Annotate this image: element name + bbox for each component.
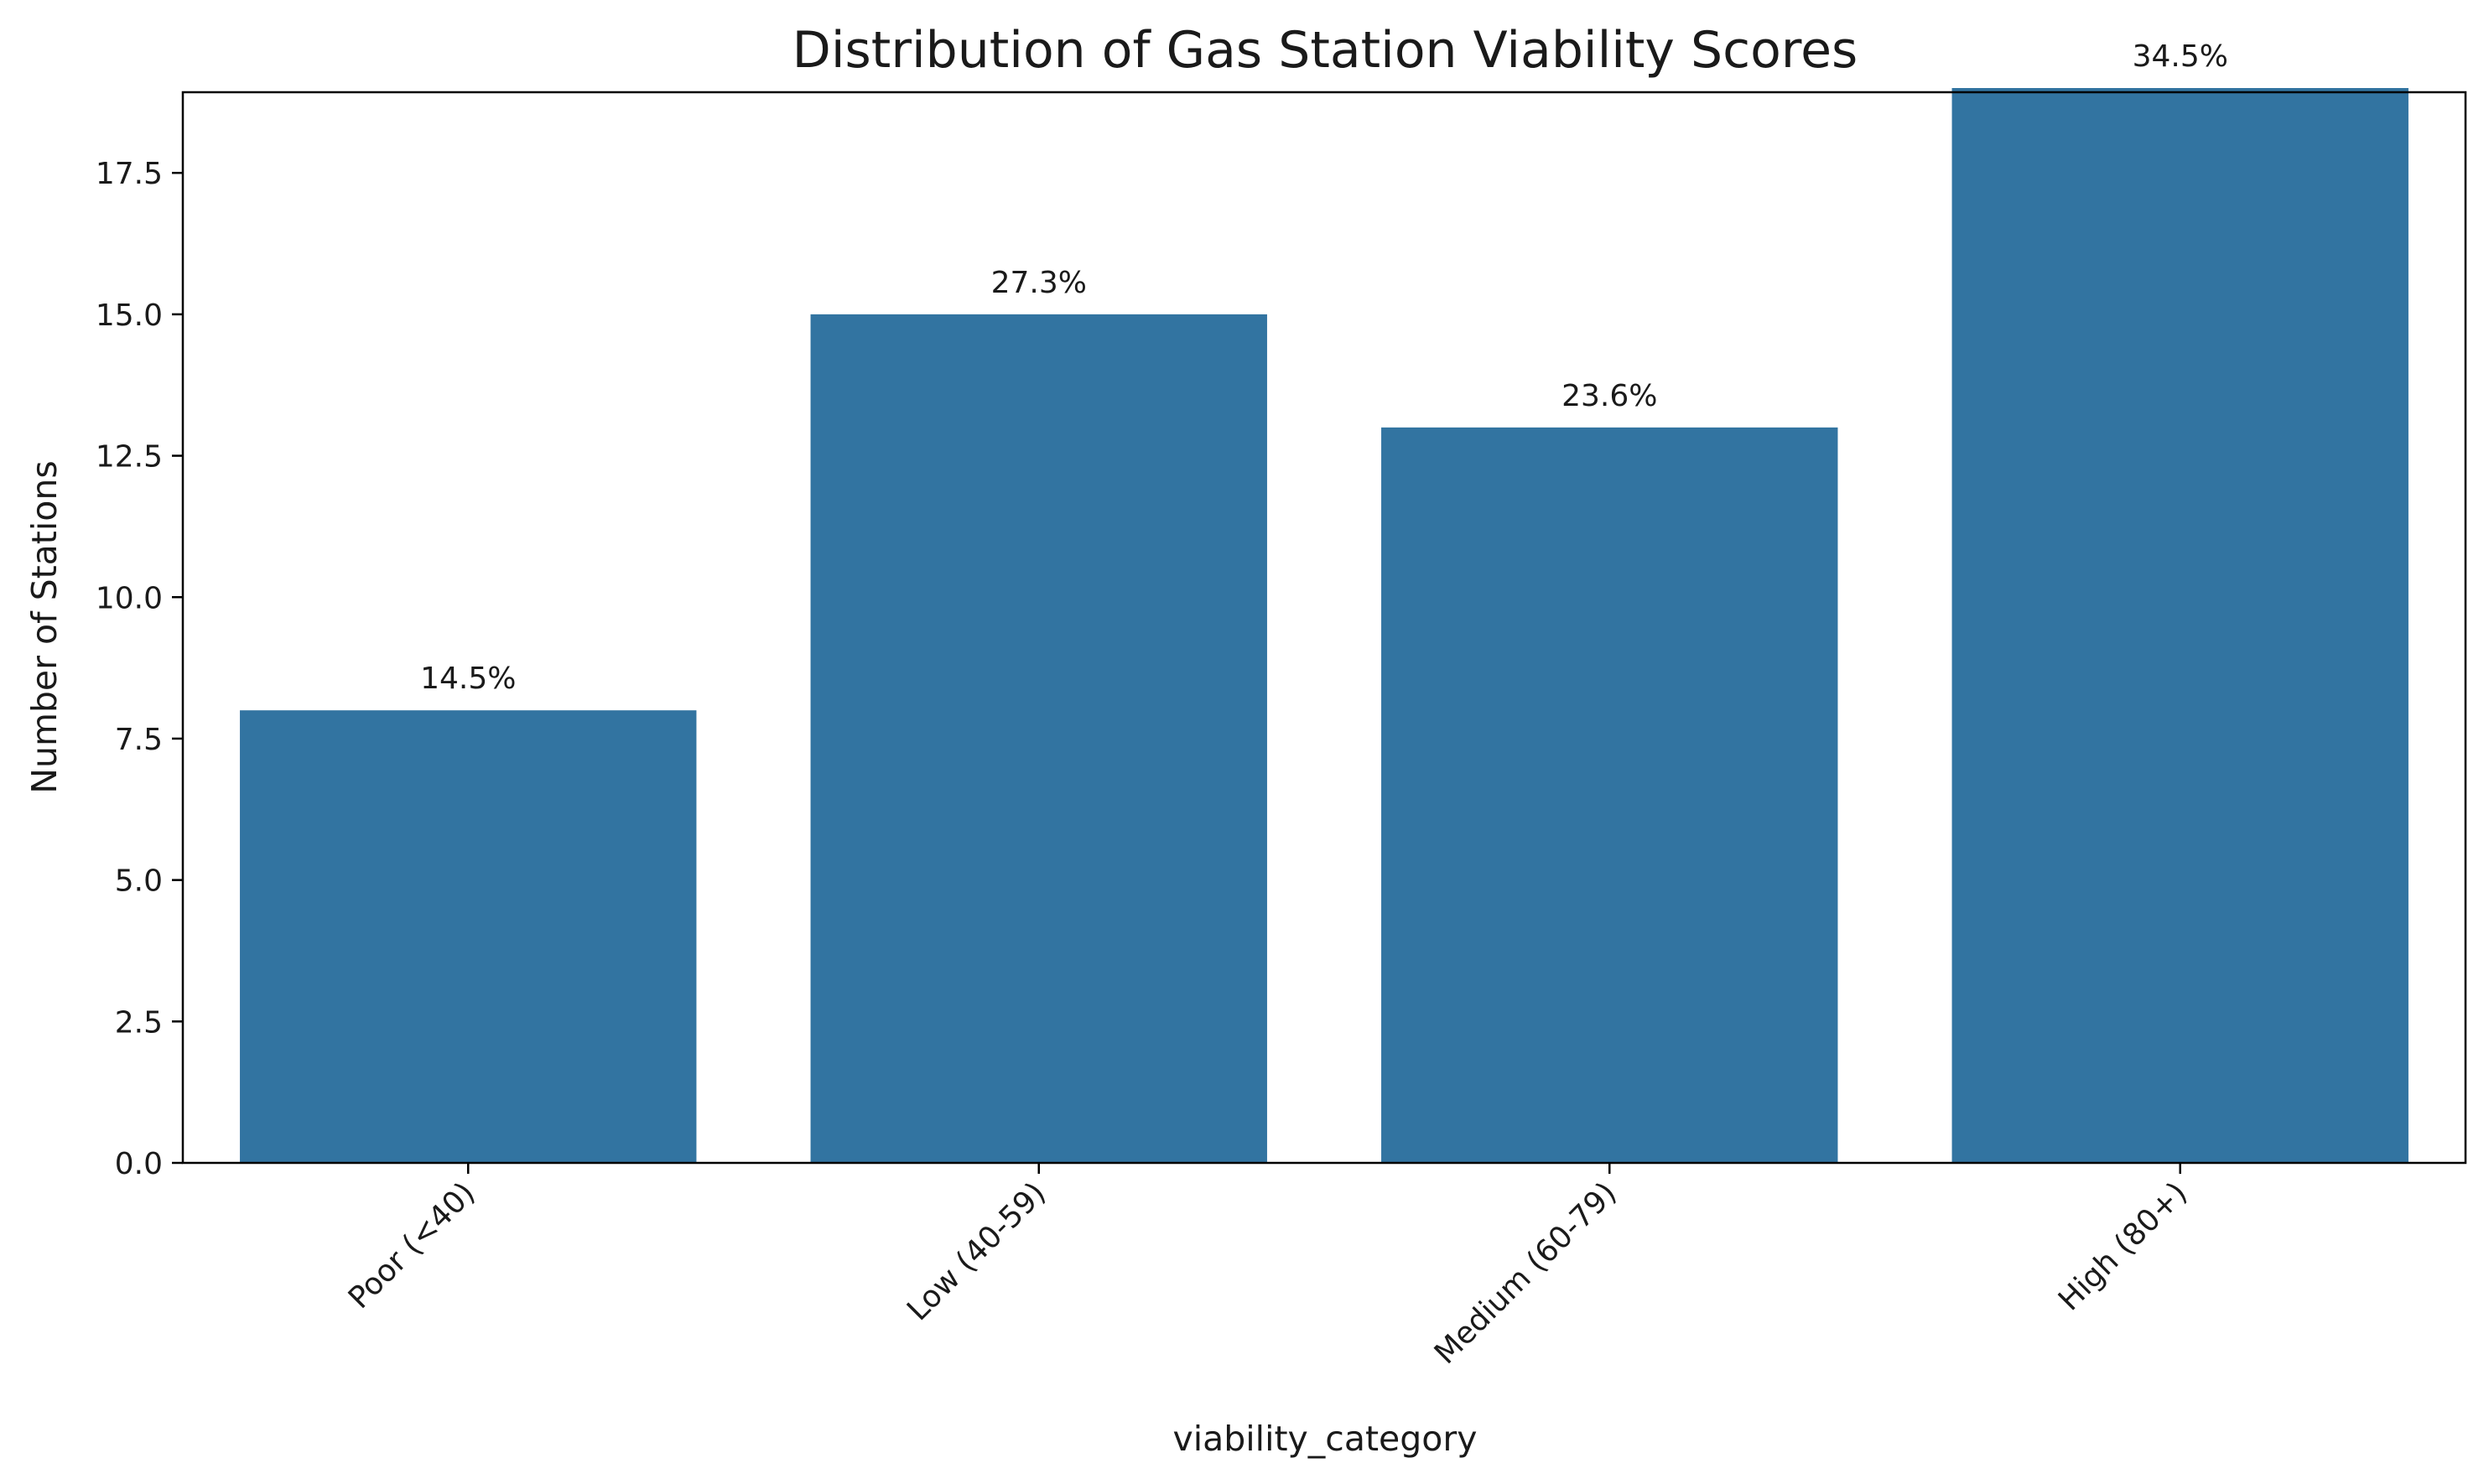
bar-1 [810, 314, 1267, 1163]
y-axis: 0.0 2.5 5.0 7.5 10.0 12.5 15.0 17.5 [96, 157, 183, 1181]
y-tick-label-6: 15.0 [96, 298, 163, 333]
y-tick-label-7: 17.5 [96, 157, 163, 191]
y-axis-label: Number of Stations [24, 460, 65, 793]
bar-2 [1381, 427, 1838, 1163]
x-axis-label: viability_category [1172, 1419, 1477, 1459]
y-tick-label-4: 10.0 [96, 581, 163, 615]
y-tick-label-5: 12.5 [96, 440, 163, 475]
x-tick-label-2: Medium (60-79) [1428, 1175, 1624, 1371]
data-label-0: 14.5% [420, 662, 516, 696]
y-tick-label-3: 7.5 [115, 723, 163, 757]
bar-3 [1951, 88, 2408, 1163]
x-tick-label-3: High (80+) [2052, 1175, 2194, 1317]
x-axis: Poor (<40) Low (40-59) Medium (60-79) High … [342, 1163, 2194, 1371]
data-label-3: 34.5% [2133, 39, 2228, 74]
y-tick-label-2: 5.0 [115, 864, 163, 899]
data-label-2: 23.6% [1561, 379, 1657, 413]
y-tick-label-0: 0.0 [115, 1147, 163, 1181]
plot-frame [181, 91, 2467, 1165]
bar-0 [240, 710, 697, 1163]
x-tick-label-1: Low (40-59) [901, 1175, 1052, 1327]
data-labels-layer: 14.5% 27.3% 23.6% 34.5% [420, 39, 2228, 696]
y-tick-label-1: 2.5 [115, 1005, 163, 1040]
chart-title: Distribution of Gas Station Viability Sc… [792, 21, 1858, 80]
bars-layer [240, 88, 2408, 1163]
x-tick-label-0: Poor (<40) [342, 1175, 482, 1315]
data-label-1: 27.3% [991, 266, 1087, 300]
